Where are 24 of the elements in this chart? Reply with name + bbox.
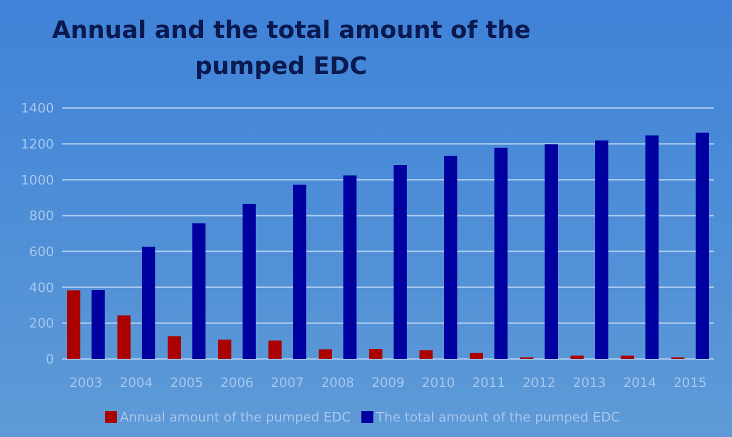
x-tick-label: 2012 [522,376,556,391]
y-tick-label: 1200 [20,137,54,152]
x-tick-label: 2003 [69,376,102,391]
legend-label: The total amount of the pumped EDC [375,410,620,426]
y-tick-label: 400 [29,280,54,296]
x-tick-label: 2013 [572,376,606,391]
y-tick-label: 200 [29,316,54,332]
y-tick-label: 0 [46,352,54,368]
y-tick-label: 800 [29,209,54,224]
x-tick-label: 2011 [472,376,506,391]
chart-title: Annual and the total amount of the pumped EDC [52,16,531,80]
x-tick-label: 2009 [371,376,405,391]
y-tick-label: 1000 [20,173,54,188]
legend-label: Annual amount of the pumped EDC [120,410,351,426]
x-tick-label: 2004 [120,376,153,391]
x-tick-label: 2010 [422,376,455,391]
x-tick-label: 2007 [270,376,304,391]
x-tick-label: 2006 [220,376,254,391]
x-tick-label: 2005 [170,376,204,391]
x-tick-label: 2008 [321,376,354,391]
x-tick-label: 2015 [674,376,707,391]
y-tick-label: 1400 [20,102,54,117]
x-tick-label: 2014 [623,376,656,391]
y-tick-label: 600 [29,244,54,260]
